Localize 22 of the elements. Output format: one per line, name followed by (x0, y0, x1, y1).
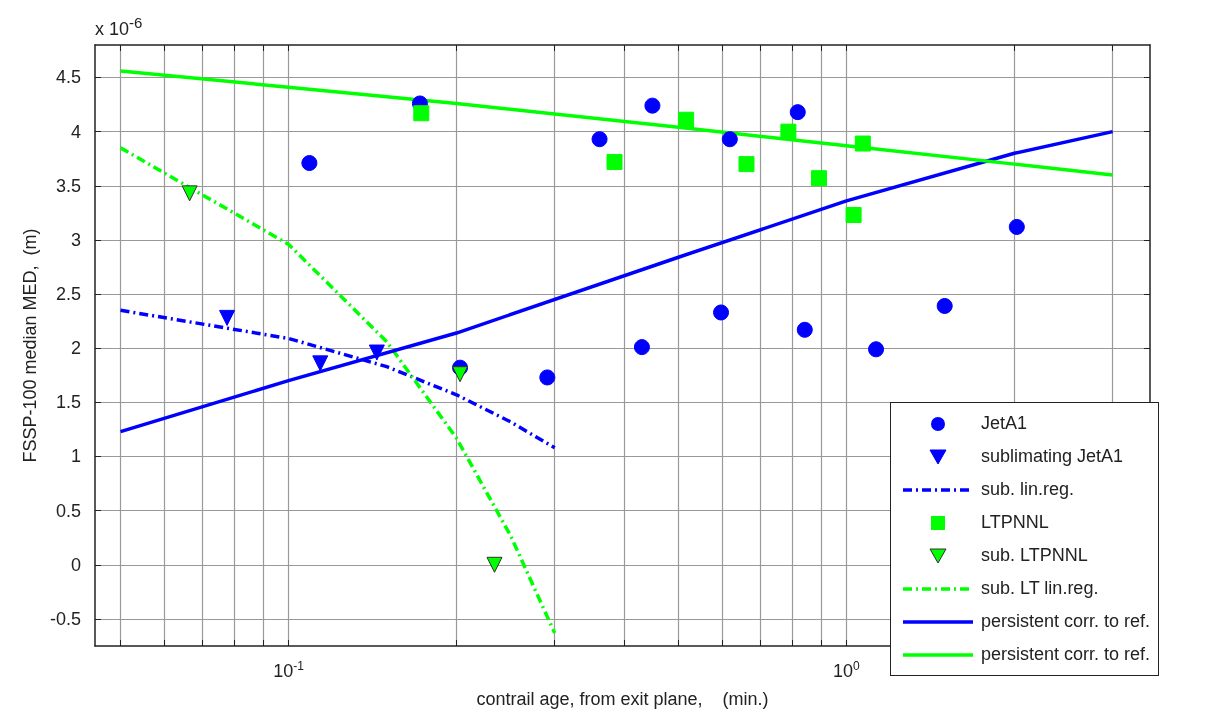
legend-label: sub. LT lin.reg. (981, 578, 1099, 599)
legend-label: persistent corr. to ref. (981, 644, 1151, 665)
legend-label: sub. lin.reg. (981, 479, 1075, 500)
y-tick-label: 3.5 (55, 175, 81, 196)
legend-label: JetA1 (981, 413, 1028, 434)
y-tick-label: -0.5 (49, 608, 81, 629)
text: x 10$^{-6}$ (95, 14, 143, 40)
y-tick-label: 0 (70, 554, 81, 575)
legend-label: sub. LTPNNL (981, 545, 1088, 566)
legend-label: sublimating JetA1 (981, 446, 1124, 467)
y-tick-label: 2 (70, 338, 81, 359)
y-tick-label: 0.5 (55, 500, 81, 521)
y-tick-label: 2.5 (55, 284, 81, 305)
y-tick-label: 1.5 (55, 392, 81, 413)
y-tick-label: 1 (70, 446, 81, 467)
y-tick-label: 3 (70, 229, 81, 250)
legend-label: LTPNNL (981, 512, 1049, 533)
x-axis-title: contrail age, from exit plane, (min.) (476, 689, 769, 709)
y-tick-label: 4.5 (55, 67, 81, 88)
y-tick-label: 4 (70, 121, 81, 142)
y-axis-title: FSSP-100 median MED, (m) (20, 228, 41, 463)
legend-label: persistent corr. to ref. (981, 611, 1151, 632)
